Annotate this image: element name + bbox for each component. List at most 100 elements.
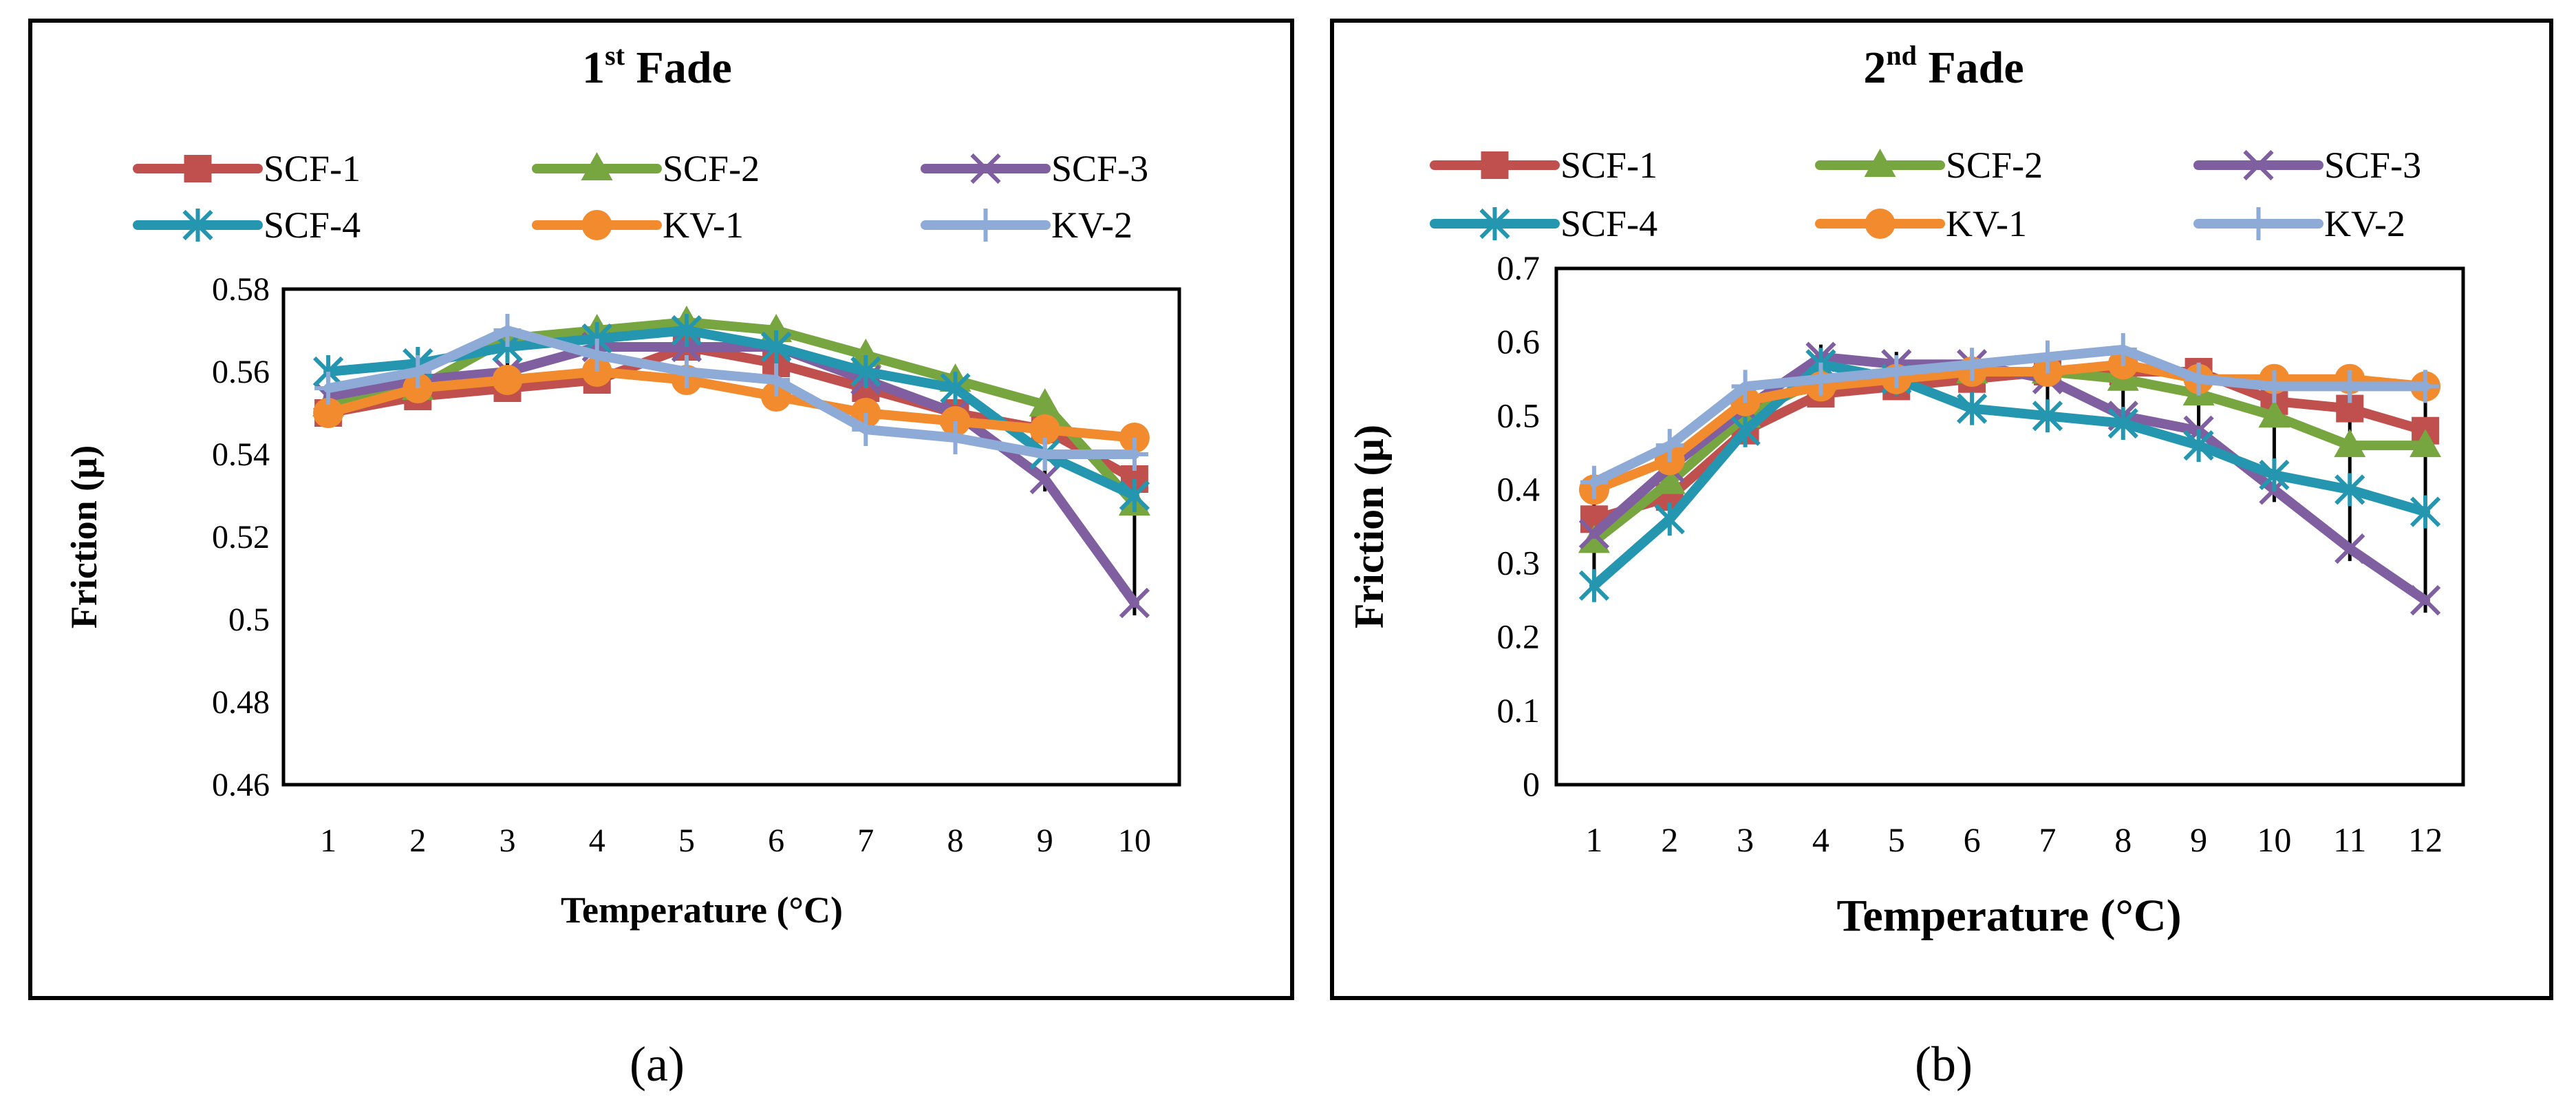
chart-a-title-sup: st	[605, 40, 625, 71]
chart-a-point-kv-2	[404, 355, 432, 388]
chart-b-point-kv-2	[2109, 332, 2137, 366]
chart-a-point-kv-2	[314, 372, 343, 405]
chart-b-series	[1578, 332, 2442, 616]
chart-b-legend-label: KV-1	[1946, 203, 2027, 244]
chart-a-legend-label: SCF-1	[264, 148, 361, 189]
chart-b-legend-marker	[2243, 149, 2274, 181]
chart-b-legend-marker	[1481, 151, 1509, 179]
chart-b-point-scf-4	[1578, 569, 1610, 602]
chart-b-legend-label: SCF-1	[1560, 145, 1657, 186]
chart-b-point-scf-4	[1956, 392, 1988, 425]
chart-b-y-tick-label: 0.3	[1497, 544, 1541, 582]
chart-b-y-tick-label: 0.6	[1497, 322, 1541, 361]
chart-a-plot-frame	[281, 287, 1181, 787]
chart-a-y-tick-label: 0.46	[212, 767, 270, 803]
chart-b-x-tick-label: 2	[1661, 820, 1678, 859]
chart-b-legend-marker	[1864, 149, 1896, 177]
chart-b-x-tick-label: 5	[1888, 820, 1905, 859]
chart-b-y-tick-label: 0.5	[1497, 396, 1541, 434]
chart-b-legend: SCF-1 SCF-2 SCF-3 SCF-4 KV-1 KV-2	[1430, 145, 2421, 244]
chart-a-title: 1st Fade	[582, 40, 732, 93]
chart-a-legend-label: SCF-3	[1051, 148, 1148, 189]
chart-a-y-axis-label: Friction (µ)	[63, 445, 105, 629]
chart-b-y-tick-label: 0.7	[1497, 248, 1541, 287]
chart-b-legend-item: SCF-3	[2193, 145, 2421, 186]
chart-a-line-kv-2	[323, 326, 1139, 459]
chart-b-point-scf-2	[2409, 429, 2442, 458]
chart-a-point-kv-2	[583, 339, 611, 372]
chart-a-point-kv-2	[493, 314, 522, 347]
chart-a-x-axis-label: Temperature (°C)	[561, 889, 843, 931]
chart-b-title: 2nd Fade	[1863, 40, 2024, 93]
panel-label-b: (b)	[1915, 1037, 1973, 1092]
chart-a-point-scf-2	[1029, 388, 1061, 416]
chart-a-x-tick-labels: 1 2 3 4 5 6 7 8 9 10	[320, 823, 1151, 859]
chart-b-point-scf-4	[2183, 429, 2214, 463]
chart-a-legend-marker	[581, 210, 612, 240]
chart-a-y-tick-label: 0.56	[212, 354, 270, 390]
chart-b-legend-item: SCF-4	[1430, 203, 1657, 244]
chart-a-point-kv-2	[852, 413, 880, 446]
chart-a-y-tick-label: 0.48	[212, 684, 270, 721]
chart-b-point-scf-2	[1578, 524, 1610, 553]
chart-a-x-tick-label: 5	[678, 823, 695, 859]
chart-a-title-rest: Fade	[625, 43, 732, 93]
chart-a-line-kv-1	[323, 367, 1139, 443]
chart-a-point-kv-2	[1031, 438, 1059, 471]
chart-b-point-kv-2	[1655, 429, 1684, 463]
chart-a-point-kv-1	[313, 398, 344, 428]
panel-label-a: (a)	[630, 1037, 685, 1092]
chart-b-title-rest: Fade	[1917, 43, 2024, 93]
chart-a-point-scf-2	[850, 339, 882, 367]
chart-b-series-kv-2	[1580, 332, 2440, 499]
chart-a-y-tick-label: 0.5	[228, 602, 270, 638]
chart-b-y-tick-labels: 0 0.1 0.2 0.3 0.4 0.5 0.6 0.7	[1497, 248, 1541, 803]
chart-b-y-axis-label: Friction (µ)	[1346, 425, 1392, 628]
chart-b-plot-frame	[1554, 266, 2465, 787]
chart-a-point-kv-2	[672, 355, 700, 388]
chart-b-y-tick-label: 0.1	[1497, 691, 1541, 730]
chart-b-legend-marker	[2244, 207, 2273, 240]
chart-a-x-tick-label: 4	[589, 823, 605, 859]
chart-a-legend-item: SCF-4	[133, 204, 361, 246]
chart-b-x-tick-label: 7	[2039, 820, 2056, 859]
chart-b-x-tick-label: 4	[1812, 820, 1829, 859]
chart-a-x-tick-label: 7	[857, 823, 874, 859]
chart-b-series-scf-4	[1578, 348, 2441, 602]
chart-a-legend-item: SCF-1	[133, 148, 361, 189]
chart-b-point-kv-2	[1731, 370, 1759, 403]
chart-b-point-scf-2	[2334, 429, 2366, 458]
chart-b-point-scf-4	[1730, 414, 1761, 447]
chart-b-y-tick-label: 0.4	[1497, 469, 1541, 508]
chart-b-point-kv-2	[1580, 465, 1608, 499]
chart-a-point-scf-3	[1119, 587, 1150, 619]
chart-a-series-kv-2	[314, 314, 1148, 471]
panel-a-border	[28, 19, 1294, 1000]
chart-a-line-scf-2	[323, 317, 1139, 509]
chart-b-point-kv-2	[2336, 370, 2364, 403]
chart-b-point-scf-4	[2409, 495, 2441, 529]
chart-a-series	[312, 306, 1150, 619]
chart-b-point-scf-4	[2107, 407, 2138, 440]
chart-a-legend-marker	[970, 153, 1001, 184]
chart-b-y-tick-label: 0.2	[1497, 617, 1541, 656]
chart-b-x-tick-label: 8	[2114, 820, 2132, 859]
chart-a-legend-marker	[972, 209, 1000, 242]
chart-a-title-main: 1	[582, 43, 605, 93]
chart-a-legend-item: SCF-2	[532, 148, 760, 189]
chart-a-point-scf-4	[671, 314, 702, 347]
chart-a-legend-item: KV-1	[532, 204, 744, 246]
chart-b-legend-label: SCF-4	[1560, 203, 1657, 244]
chart-a-point-scf-2	[760, 314, 793, 342]
chart-a-y-tick-label: 0.54	[212, 436, 270, 473]
chart-b-y-tick-label: 0	[1523, 765, 1540, 803]
chart-a-point-scf-4	[940, 372, 971, 405]
chart-a-point-kv-1	[1029, 414, 1060, 445]
chart-b-point-kv-2	[2412, 370, 2440, 403]
chart-a-x-tick-label: 3	[500, 823, 516, 859]
chart-b-x-tick-label: 11	[2333, 820, 2366, 859]
chart-b-point-kv-2	[1958, 348, 1986, 381]
chart-a-legend-marker	[182, 209, 213, 242]
chart-a-legend-label: SCF-2	[663, 148, 760, 189]
